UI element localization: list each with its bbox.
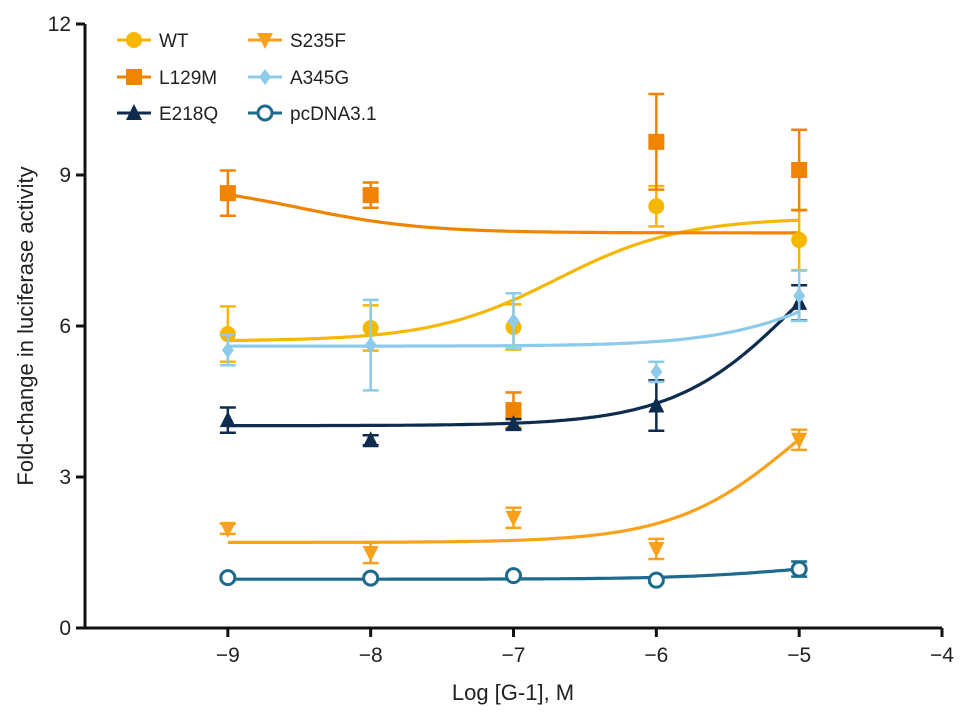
data-point-WT [648,198,665,215]
data-point-pcDNA3.1 [790,560,808,578]
y-axis-label: Fold-change in luciferase activity [13,166,38,485]
y-tick-label: 0 [59,617,71,640]
data-point-pcDNA3.1 [647,571,665,589]
axes: 0 3 6 9 12 −9 −8 −7 −6 −5 −4 [48,13,955,667]
data-point-A345G [793,287,806,304]
legend-label: S235F [290,31,346,52]
data-point-A345G [364,337,377,354]
legend-label: E218Q [159,104,218,125]
legend-marker-pcDNA3.1 [256,104,274,122]
x-axis-label: Log [G-1], M [452,680,574,705]
data-point-pcDNA3.1 [505,567,522,585]
legend-marker-S235F [257,33,273,49]
y-tick-label: 12 [48,13,71,36]
data-point-WT [791,231,808,248]
data-point-L129M [219,185,236,202]
data-point-A345G [221,342,234,359]
data-point-S235F [219,521,236,538]
legend-marker-E218Q [126,104,142,120]
y-tick-label: 3 [59,466,71,489]
data-point-L129M [362,187,379,204]
data-point-L129M [648,133,665,150]
data-point-E218Q [505,415,522,432]
y-tick-label: 9 [59,164,71,187]
fit-curve-S235F [227,438,801,544]
legend-marker-L129M [126,69,142,85]
data-points [219,92,808,589]
x-tick-label: −9 [216,644,240,667]
data-point-pcDNA3.1 [219,569,237,587]
legend-label: pcDNA3.1 [290,104,377,125]
data-point-S235F [362,546,379,563]
data-point-S235F [505,510,522,527]
x-tick-label: −4 [930,644,954,667]
legend-label: A345G [290,68,349,89]
data-point-L129M [505,402,522,419]
legend-label: WT [159,31,189,52]
fit-curve-L129M [227,193,800,235]
data-point-A345G [507,312,520,329]
legend-marker-WT [126,32,142,48]
data-point-A345G [650,363,663,380]
x-tick-label: −8 [359,644,383,667]
legend-label: L129M [159,68,217,89]
y-tick-label: 6 [59,315,71,338]
x-tick-label: −7 [502,644,526,667]
data-point-pcDNA3.1 [362,569,380,587]
legend-marker-A345G [259,69,271,85]
data-point-L129M [791,161,808,178]
data-point-S235F [648,541,665,558]
x-tick-label: −5 [787,644,811,667]
data-point-E218Q [219,411,236,428]
data-point-E218Q [362,431,379,448]
data-point-S235F [791,432,808,449]
x-tick-label: −6 [644,644,668,667]
data-point-E218Q [648,396,665,413]
legend: WT L129M E218Q S235F A345G pcDNA3.1 [117,31,377,125]
